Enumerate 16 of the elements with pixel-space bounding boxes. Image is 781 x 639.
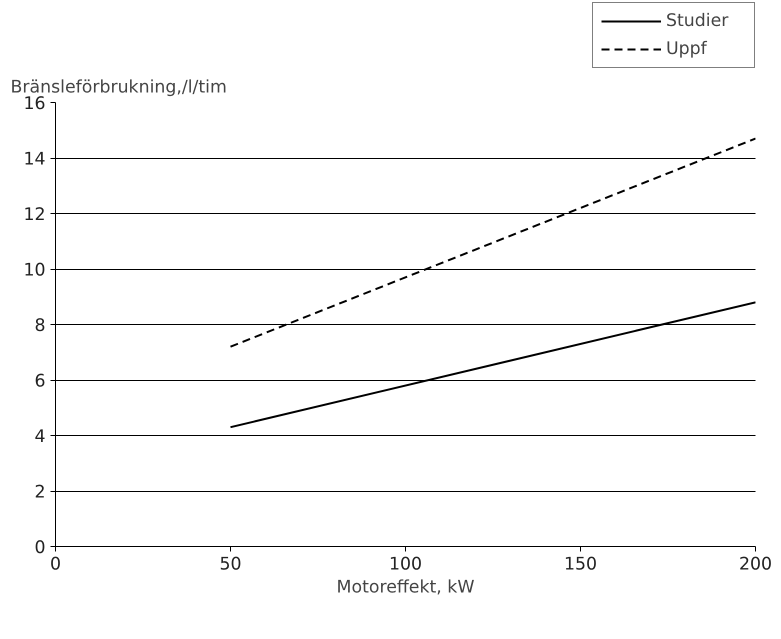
y-tick-label: 2 bbox=[34, 482, 46, 502]
y-tick-label: 8 bbox=[34, 316, 46, 336]
y-tick-label: 12 bbox=[23, 205, 46, 225]
y-tick-label: 14 bbox=[23, 150, 46, 170]
y-tick-label: 6 bbox=[34, 372, 46, 392]
y-tick-label: 0 bbox=[34, 538, 46, 558]
x-axis-title: Motoreffekt, kW bbox=[336, 578, 474, 598]
x-tick-label: 0 bbox=[50, 554, 62, 574]
x-tick-label: 150 bbox=[564, 554, 598, 574]
legend-label: Uppf bbox=[666, 39, 708, 59]
y-tick-label: 4 bbox=[34, 427, 46, 447]
x-tick-label: 50 bbox=[219, 554, 242, 574]
x-tick-label: 200 bbox=[738, 554, 772, 574]
y-tick-label: 10 bbox=[23, 260, 46, 280]
legend-label: Studier bbox=[666, 11, 730, 31]
x-tick-label: 100 bbox=[388, 554, 422, 574]
